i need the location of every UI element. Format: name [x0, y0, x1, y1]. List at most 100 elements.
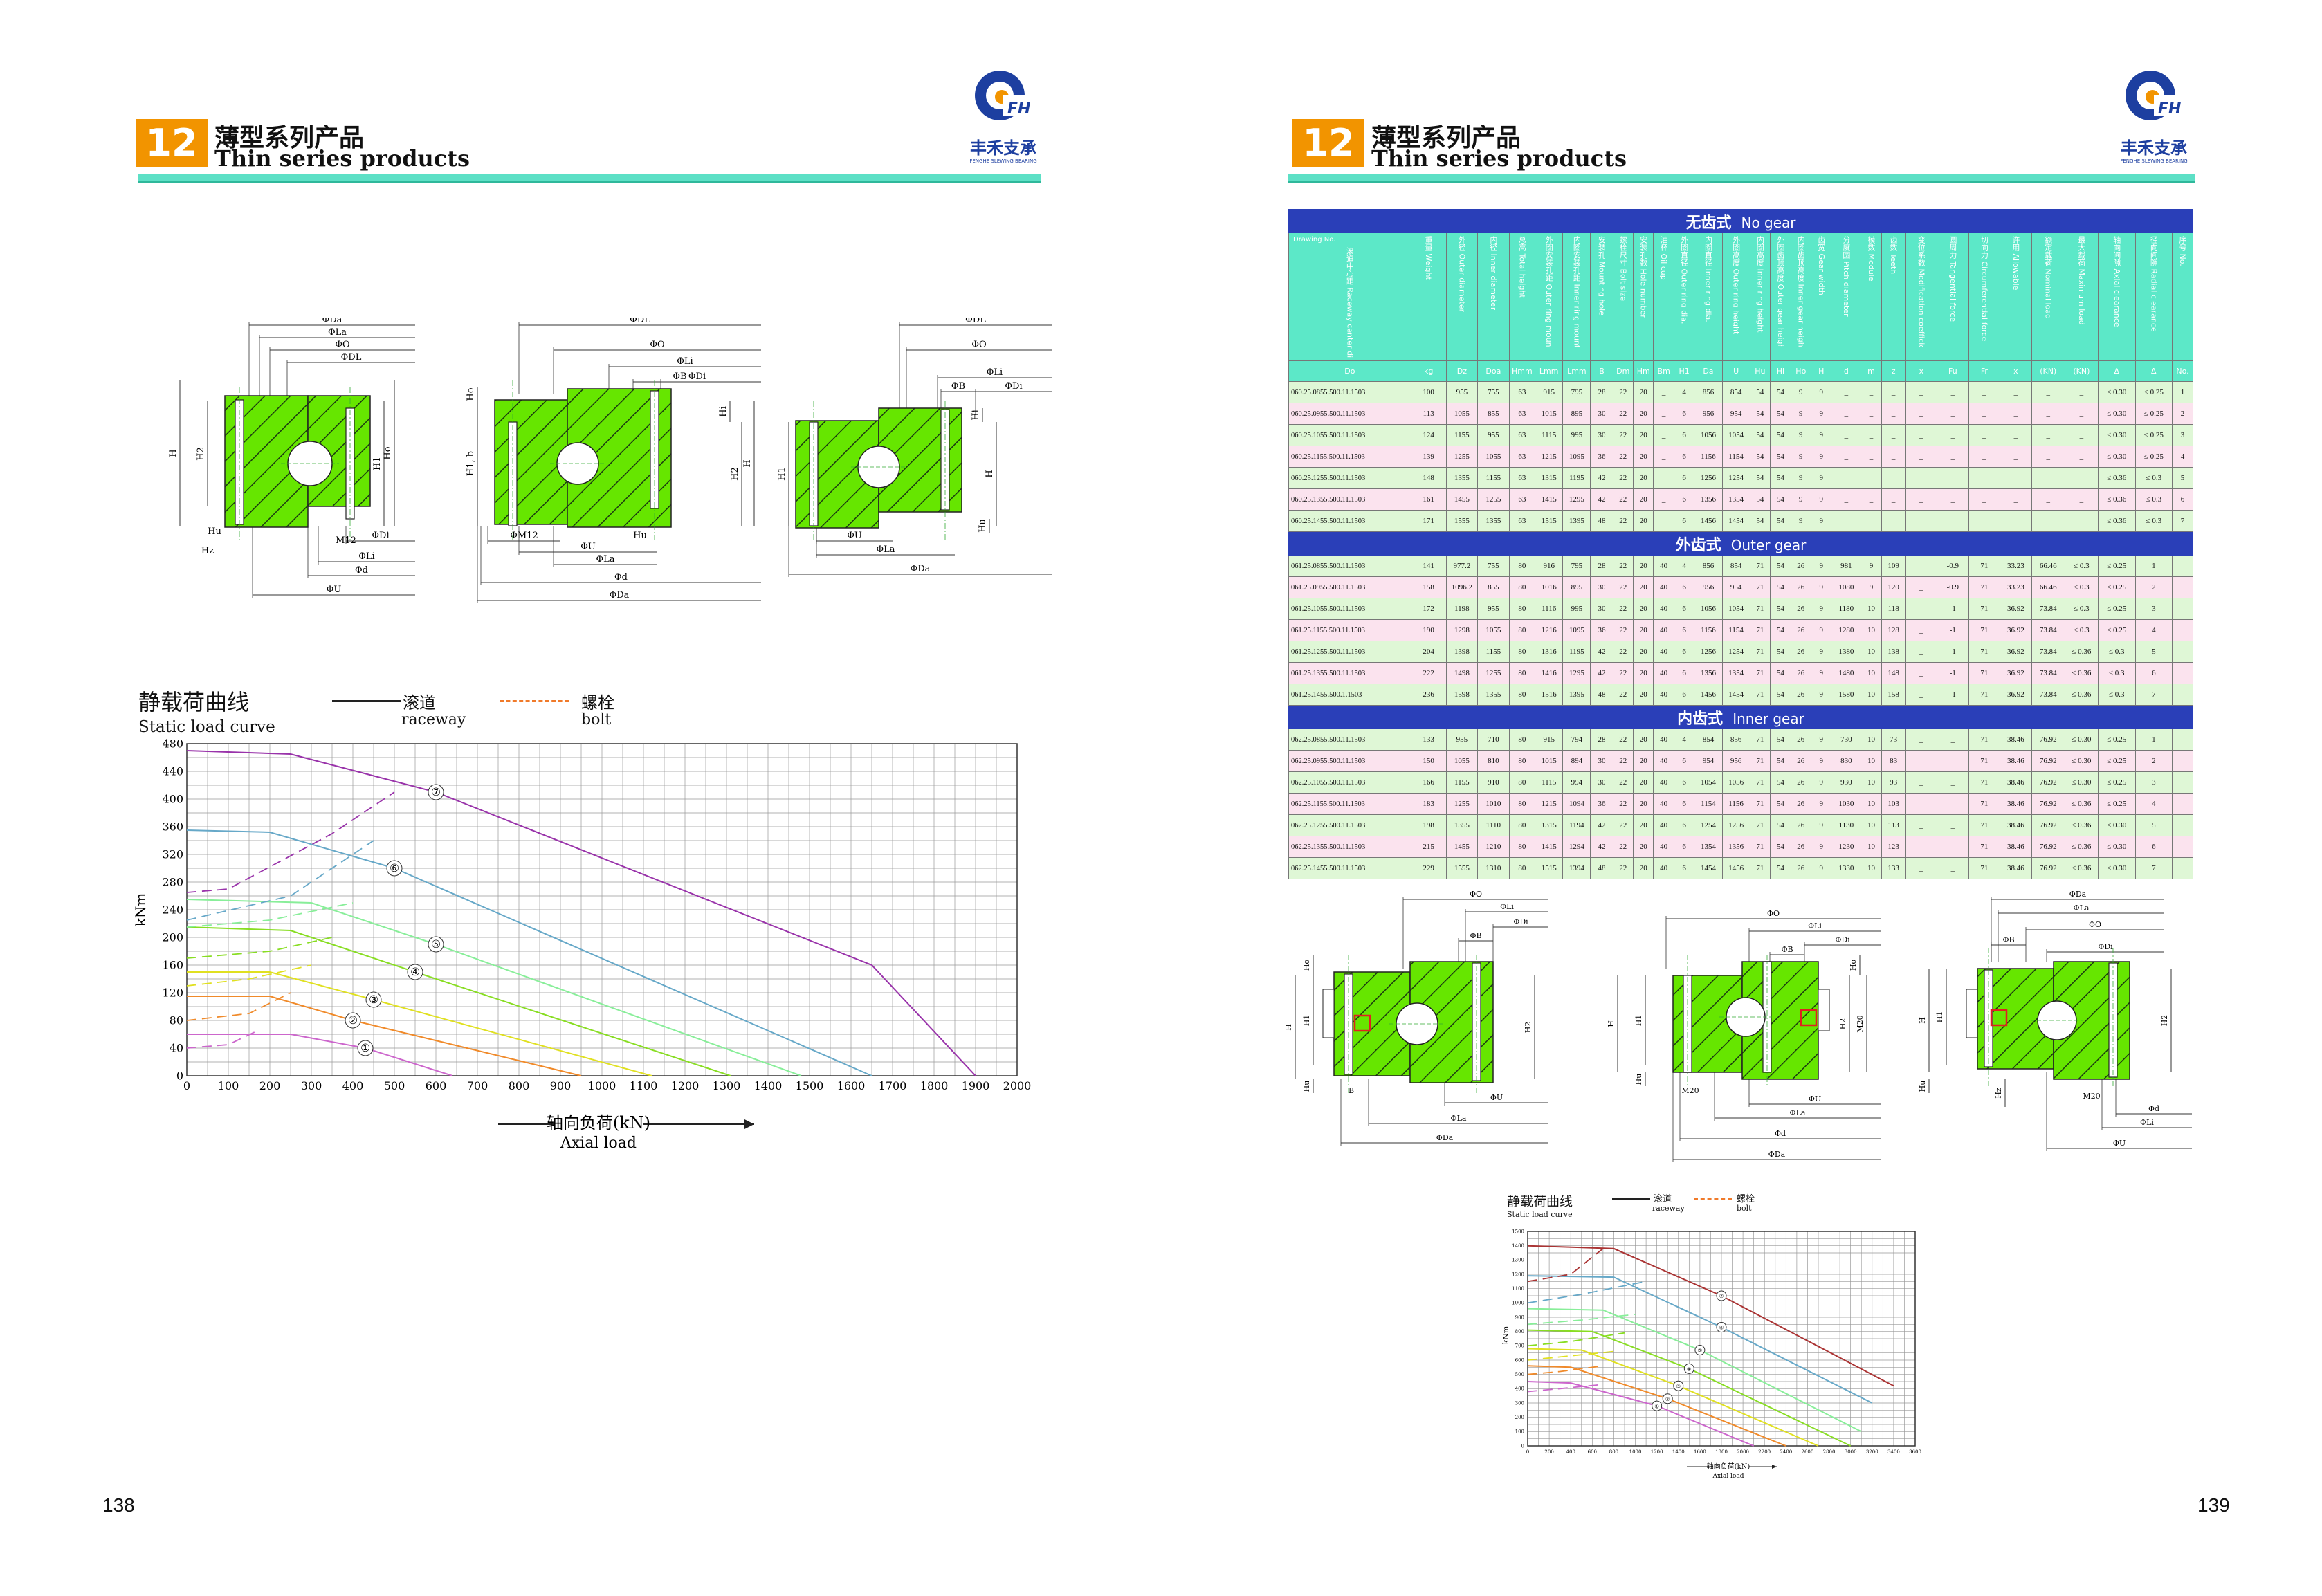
x-tick-label: 500 [384, 1079, 405, 1092]
bolt-curve [1527, 1281, 1647, 1304]
table-cell: 1455 [1445, 836, 1479, 858]
x-tick-label: 2000 [1003, 1079, 1032, 1092]
table-cell: 20 [1632, 488, 1654, 511]
column-header: 内圈高度 Inner ring height [1749, 232, 1771, 361]
logo-name-en: FENGHE SLEWING BEARING [2120, 158, 2188, 164]
y-tick-label: 0 [176, 1069, 183, 1082]
table-cell: 26 [1790, 836, 1812, 858]
table-cell: 1355 [1477, 684, 1510, 706]
table-cell: 36.92 [2000, 598, 2032, 620]
table-cell: 54 [1749, 403, 1771, 425]
table-cell: 5 [2172, 467, 2193, 489]
table-cell: 10 [1861, 641, 1882, 663]
raceway-curve [1527, 1275, 1873, 1404]
table-cell: 40 [1653, 728, 1674, 751]
axis-arrow-icon [744, 1119, 754, 1129]
table-cell: 63 [1508, 424, 1536, 446]
table-cell: 30 [1590, 598, 1613, 620]
table-cell: _ [1905, 814, 1938, 836]
table-cell: _ [1937, 750, 1969, 772]
bolt-curve [1527, 1332, 1625, 1347]
dimension-label: Hu [633, 531, 647, 541]
table-cell: 1096.2 [1445, 576, 1479, 598]
table-cell: _ [1937, 793, 1969, 815]
table-cell: 20 [1632, 814, 1654, 836]
table-cell: 38.46 [2000, 836, 2032, 858]
dimension-label: ΦLa [596, 554, 614, 565]
chart-heading: 静载荷曲线 Static load curve [138, 685, 275, 736]
dimension-label: B [1349, 1086, 1354, 1095]
table-cell: 71 [1968, 728, 2001, 751]
table-cell: ≤ 0.25 [2098, 750, 2136, 772]
dimension-label: ΦDi [688, 372, 706, 382]
table-cell: 22 [1612, 467, 1634, 489]
drawing-number-cell: 060.25.0955.500.11.1503 [1288, 403, 1411, 425]
dimension-label: ΦO [335, 340, 349, 350]
table-cell: 1295 [1562, 662, 1591, 684]
series-label: ⑥ [1719, 1325, 1724, 1331]
table-cell: 76.92 [2031, 857, 2065, 879]
table-cell: 6 [1673, 771, 1695, 794]
table-cell: 73 [1881, 728, 1906, 751]
table-cell: 1054 [1694, 771, 1723, 794]
table-cell: 76.92 [2031, 728, 2065, 751]
chart-title-cn: 静载荷曲线 [138, 689, 250, 715]
table-cell: 80 [1508, 793, 1536, 815]
table-cell: 1455 [1445, 488, 1479, 511]
legend-bolt-swatch [500, 700, 569, 702]
table-cell [2172, 576, 2193, 598]
static-load-chart: 0 200 400 600 800 1000 1200 1400 1600 1800 2000 220… [1501, 1229, 1921, 1480]
series-marker [386, 860, 403, 877]
table-cell: 930 [1831, 771, 1862, 794]
column-header: 油杯 Oil cup [1653, 232, 1674, 361]
table-cell: 1255 [1445, 446, 1479, 468]
seal [1353, 1014, 1371, 1032]
column-header: 外圈直径 Outer ring dia. [1673, 232, 1695, 361]
dimension-label: ΦB [951, 381, 965, 392]
bolt-curve [186, 964, 312, 987]
table-cell: _ [1968, 424, 2001, 446]
dimension-label: Φd [355, 565, 368, 576]
table-cell: 128 [1881, 619, 1906, 641]
table-cell: 6 [1673, 641, 1695, 663]
table-cell: 22 [1612, 793, 1634, 815]
y-tick-label: 100 [1515, 1429, 1524, 1435]
section-label-cn: 无齿式 [1685, 214, 1732, 232]
table-cell: 1095 [1562, 619, 1591, 641]
plot-frame [1527, 1231, 1916, 1447]
table-cell: 73.84 [2031, 641, 2065, 663]
table-cell: 1155 [1477, 641, 1510, 663]
table-row: 062.25.0955.500.11.1503 150 1055 810 80 1015 8… [1288, 750, 2193, 772]
table-cell: _ [1905, 576, 1938, 598]
table-cell: 38.46 [2000, 814, 2032, 836]
dimension-label: Hu [1634, 1074, 1643, 1085]
table-cell: 80 [1508, 555, 1536, 577]
column-header-label: 分度圆 Pitch diameter [1842, 236, 1850, 317]
dimension-label: ΦLa [328, 327, 347, 338]
column-symbol: Dm [1612, 360, 1634, 382]
table-cell: 73.84 [2031, 619, 2065, 641]
dimension-label: H [1607, 1020, 1616, 1027]
table-cell: 118 [1881, 598, 1906, 620]
table-cell: 6 [1673, 510, 1695, 532]
table-cell: 30 [1590, 750, 1613, 772]
dimension-label: ΦDi [2098, 942, 2113, 951]
table-cell: ≤ 0.36 [2064, 641, 2099, 663]
table-cell: _ [1968, 488, 2001, 511]
column-header-label: 外径 Outer diameter [1458, 236, 1466, 313]
x-tick-label: 3400 [1887, 1449, 1900, 1455]
table-cell: ≤ 0.3 [2064, 576, 2099, 598]
table-cell: 123 [1881, 836, 1906, 858]
x-tick-label: 2800 [1823, 1449, 1836, 1455]
table-cell: 54 [1770, 684, 1791, 706]
table-cell: 6 [1673, 857, 1695, 879]
table-cell: _ [1881, 403, 1906, 425]
column-header: 外圈安装孔距 Outer ring mounting hole [1535, 232, 1564, 361]
column-header-label: 安装孔 Mounting hole [1598, 236, 1606, 316]
table-cell: 80 [1508, 771, 1536, 794]
table-cell: _ [1905, 771, 1938, 794]
table-cell: 20 [1632, 793, 1654, 815]
table-cell: 6 [1673, 598, 1695, 620]
column-header-label: 外圈高度 Outer ring height [1732, 236, 1740, 335]
table-cell: 1155 [1477, 467, 1510, 489]
